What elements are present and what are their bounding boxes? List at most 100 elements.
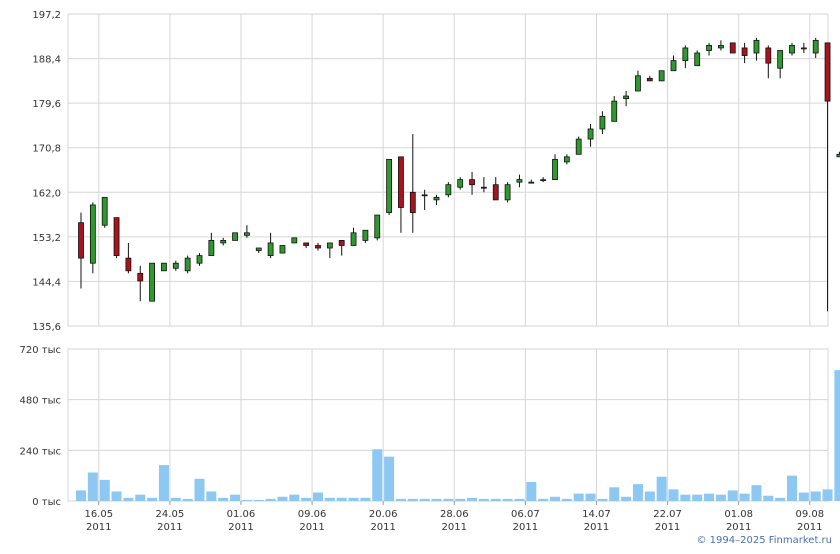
candle-body <box>812 39 819 54</box>
candle-body <box>741 47 748 56</box>
candle-body <box>800 47 807 50</box>
volume-bar <box>99 479 110 501</box>
x-tick-year: 2011 <box>513 522 538 533</box>
candle-body <box>670 60 677 72</box>
price-tick-label: 153,2 <box>32 233 61 244</box>
candle <box>433 194 440 205</box>
candle-body <box>89 204 96 264</box>
candle <box>753 37 760 61</box>
x-tick-date: 24.05 <box>156 509 185 520</box>
candle-body <box>184 257 191 272</box>
volume-bar <box>313 492 323 501</box>
candle <box>172 260 179 271</box>
candle-body <box>789 45 795 54</box>
candle <box>232 232 238 241</box>
x-tick-date: 06.07 <box>511 509 540 520</box>
candle-body <box>552 158 558 181</box>
volume-bar <box>561 498 572 501</box>
candle <box>575 136 582 155</box>
volume-bar <box>206 491 217 501</box>
candle-body <box>706 45 712 51</box>
candle-body <box>220 240 227 244</box>
volume-bar <box>301 497 312 501</box>
volume-bar <box>265 498 276 501</box>
volume-bar <box>822 489 833 501</box>
x-tick-year: 2011 <box>442 522 467 533</box>
candle-body <box>480 186 487 189</box>
volume-bar <box>443 498 454 501</box>
candle <box>480 177 487 193</box>
price-tick-label: 162,0 <box>32 188 61 199</box>
volume-bar <box>135 494 146 501</box>
candle-body <box>694 52 701 67</box>
price-panel-frame <box>67 13 829 327</box>
candle <box>599 111 606 135</box>
candle <box>161 262 167 272</box>
candle-body <box>386 158 393 213</box>
candle <box>563 154 570 165</box>
volume-bar <box>194 478 205 501</box>
candle-body <box>113 217 120 256</box>
candle <box>789 42 795 56</box>
volume-bar <box>810 491 821 501</box>
candle-body <box>457 179 464 188</box>
x-tick-year: 2011 <box>726 522 751 533</box>
volume-bar <box>609 487 620 501</box>
candle <box>315 242 321 251</box>
candle <box>729 42 736 54</box>
candle <box>267 232 274 259</box>
candle-body <box>161 262 167 272</box>
volume-bar <box>526 482 537 501</box>
x-tick-date: 28.06 <box>440 509 469 520</box>
price-tick-label: 135,6 <box>32 322 61 333</box>
volume-bar <box>336 497 347 501</box>
volume-bar <box>692 494 703 501</box>
candle <box>196 253 203 266</box>
candle-body <box>611 100 618 122</box>
candle <box>101 196 108 228</box>
candle-body <box>78 222 84 259</box>
volume-bar <box>76 490 86 501</box>
candle-body <box>777 50 784 69</box>
candle-body <box>623 95 629 99</box>
volume-bar <box>478 498 489 501</box>
volume-bar <box>170 497 181 501</box>
volume-bar <box>668 489 679 501</box>
volume-bar <box>348 497 359 501</box>
candle <box>362 229 369 243</box>
volume-bar <box>597 498 608 501</box>
volume-bar <box>490 498 501 501</box>
candle-body <box>101 196 108 226</box>
volume-bar <box>384 456 395 501</box>
candle-body <box>232 232 238 241</box>
volume-bar <box>87 472 98 501</box>
candle <box>255 247 262 254</box>
volume-bar <box>834 370 840 501</box>
x-tick-year: 2011 <box>228 522 253 533</box>
volume-bar <box>123 497 134 501</box>
candle-body <box>718 45 724 49</box>
candle-body <box>836 153 840 158</box>
candle <box>492 177 499 201</box>
candle <box>741 42 748 64</box>
candle <box>658 70 665 82</box>
copyright-note: © 1994–2025 Finmarket.ru <box>696 535 832 546</box>
candle <box>184 255 191 274</box>
candle <box>623 90 629 107</box>
candle <box>587 123 594 147</box>
candle-body <box>658 70 665 82</box>
volume-bar <box>360 497 371 501</box>
candle-body <box>469 179 475 186</box>
volume-bar <box>715 494 726 501</box>
volume-bar <box>585 493 596 501</box>
candle-body <box>528 181 535 184</box>
volume-bar <box>656 476 667 501</box>
candle <box>682 45 689 69</box>
candle <box>457 177 464 190</box>
candle-body <box>362 229 369 241</box>
price-tick-label: 188,4 <box>32 55 61 66</box>
candle-body <box>563 156 570 163</box>
candle-body <box>729 42 736 54</box>
